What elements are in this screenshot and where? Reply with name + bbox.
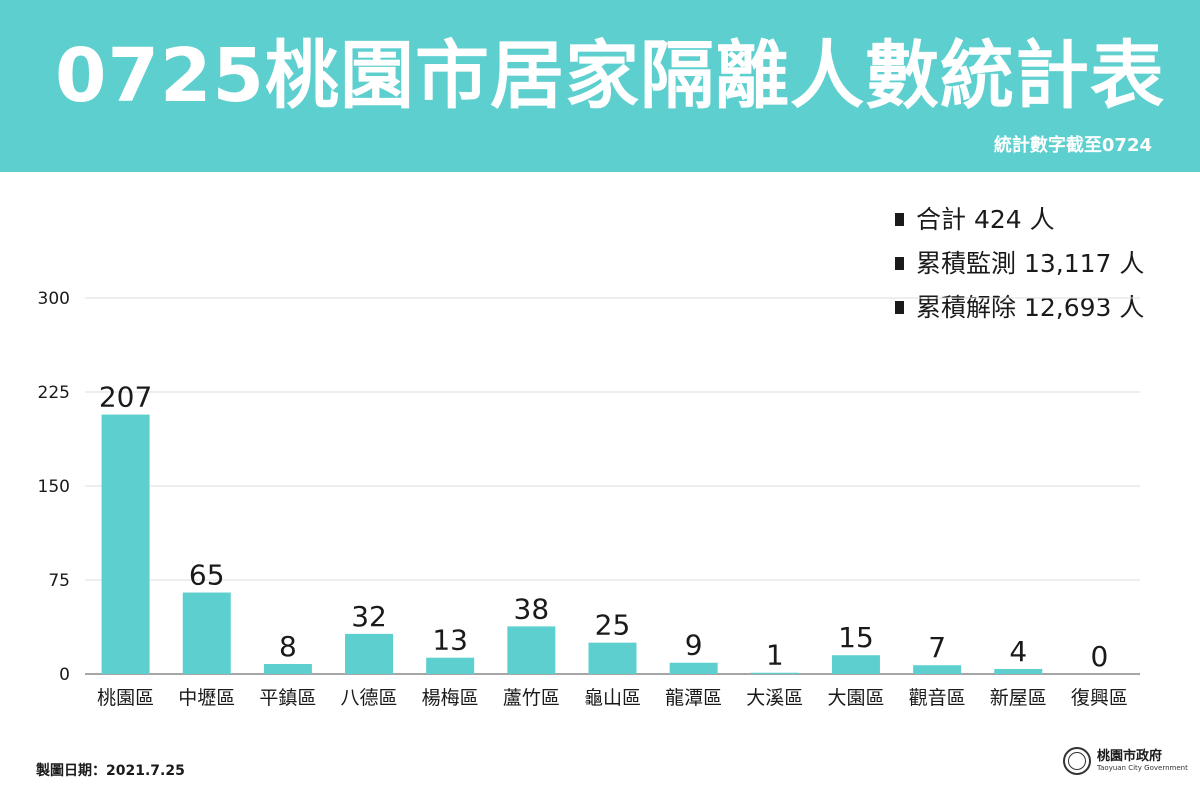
stats-summary: 合計 424 人 累積監測 13,117 人 累積解除 12,693 人: [895, 196, 1144, 328]
data-label: 4: [1009, 635, 1027, 668]
org-name: 桃園市政府: [1097, 749, 1163, 764]
x-tick-label: 楊梅區: [422, 687, 479, 709]
page-title: 0725桃園市居家隔離人數統計表: [55, 33, 1165, 119]
bar: [913, 665, 962, 674]
x-tick-label: 新屋區: [990, 687, 1047, 709]
y-tick-label: 75: [48, 571, 70, 591]
x-tick-label: 大溪區: [746, 687, 803, 709]
data-label: 7: [928, 631, 946, 664]
stat-total-label: 合計 424 人: [916, 205, 1055, 234]
bar: [831, 655, 880, 674]
chart-date: 製圖日期：2021.7.25: [36, 763, 185, 779]
y-tick-label: 225: [38, 383, 70, 403]
data-label: 207: [99, 381, 152, 414]
bar: [588, 642, 637, 674]
bar: [507, 626, 556, 674]
page-subtitle: 統計數字截至0724: [993, 135, 1152, 156]
seal-icon: [1063, 747, 1091, 775]
data-label: 65: [189, 559, 225, 592]
data-label: 38: [514, 592, 550, 625]
bar: [750, 672, 799, 674]
data-label: 13: [432, 624, 468, 657]
data-label: 1: [766, 639, 784, 672]
x-tick-label: 大園區: [827, 687, 884, 709]
data-label: 32: [351, 600, 387, 633]
stat-monitored-label: 累積監測 13,117 人: [916, 249, 1145, 278]
x-tick-label: 蘆竹區: [503, 687, 560, 709]
bar: [669, 662, 718, 674]
bar: [101, 414, 150, 674]
bar: [994, 668, 1043, 674]
y-tick-label: 0: [59, 665, 70, 685]
x-tick-label: 中壢區: [178, 687, 235, 709]
bar: [426, 657, 475, 674]
x-tick-label: 龜山區: [584, 687, 641, 709]
bar: [182, 592, 231, 674]
stat-total: 合計 424 人: [895, 196, 1144, 240]
x-tick-label: 觀音區: [909, 687, 966, 709]
data-label: 9: [685, 629, 703, 662]
bar: [263, 663, 312, 674]
x-tick-label: 八德區: [341, 687, 398, 709]
data-label: 0: [1091, 640, 1109, 673]
x-tick-label: 桃園區: [97, 687, 154, 709]
header-banner: 0725桃園市居家隔離人數統計表 統計數字截至0724: [0, 0, 1200, 172]
y-tick-label: 300: [38, 289, 70, 309]
x-tick-label: 龍潭區: [665, 687, 722, 709]
org-logo: 桃園市政府 Taoyuan City Government: [1063, 747, 1188, 775]
bar: [345, 633, 394, 674]
bullet-icon: [895, 300, 904, 314]
data-label: 15: [838, 621, 874, 654]
org-name-en: Taoyuan City Government: [1097, 764, 1188, 772]
x-tick-label: 復興區: [1071, 687, 1128, 709]
x-tick-label: 平鎮區: [259, 687, 316, 709]
data-label: 8: [279, 630, 297, 663]
y-tick-label: 150: [38, 477, 70, 497]
data-label: 25: [595, 609, 631, 642]
stat-monitored: 累積監測 13,117 人: [895, 240, 1144, 284]
bullet-icon: [895, 212, 904, 226]
bullet-icon: [895, 256, 904, 270]
